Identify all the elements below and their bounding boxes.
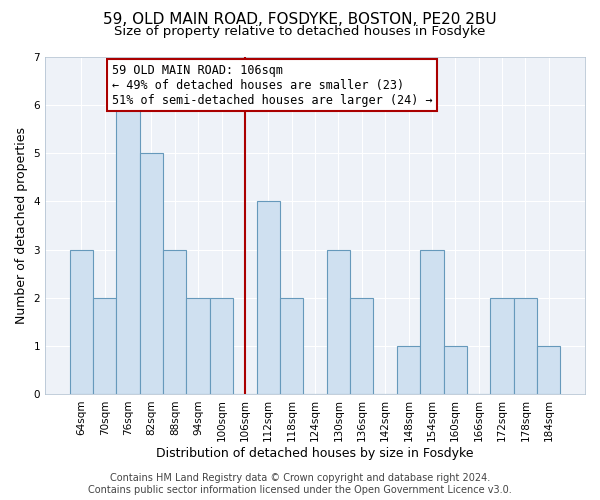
Bar (210, 298, 233, 394)
Text: 59 OLD MAIN ROAD: 106sqm
← 49% of detached houses are smaller (23)
51% of semi-d: 59 OLD MAIN ROAD: 106sqm ← 49% of detach… (112, 64, 432, 106)
Bar (187, 298, 210, 394)
X-axis label: Distribution of detached houses by size in Fosdyke: Distribution of detached houses by size … (156, 447, 474, 460)
Bar (490, 298, 514, 394)
Bar (397, 346, 420, 395)
Bar (257, 202, 280, 394)
Bar (537, 346, 560, 395)
Bar (280, 298, 304, 394)
Bar (350, 298, 373, 394)
Bar (443, 346, 467, 395)
Y-axis label: Number of detached properties: Number of detached properties (15, 127, 28, 324)
Bar (420, 250, 443, 394)
Bar (116, 105, 140, 395)
Bar (93, 298, 116, 394)
Bar (163, 250, 187, 394)
Text: Size of property relative to detached houses in Fosdyke: Size of property relative to detached ho… (115, 25, 485, 38)
Text: Contains HM Land Registry data © Crown copyright and database right 2024.
Contai: Contains HM Land Registry data © Crown c… (88, 474, 512, 495)
Bar (327, 250, 350, 394)
Bar (514, 298, 537, 394)
Text: 59, OLD MAIN ROAD, FOSDYKE, BOSTON, PE20 2BU: 59, OLD MAIN ROAD, FOSDYKE, BOSTON, PE20… (103, 12, 497, 28)
Bar (140, 153, 163, 394)
Bar (70, 250, 93, 394)
